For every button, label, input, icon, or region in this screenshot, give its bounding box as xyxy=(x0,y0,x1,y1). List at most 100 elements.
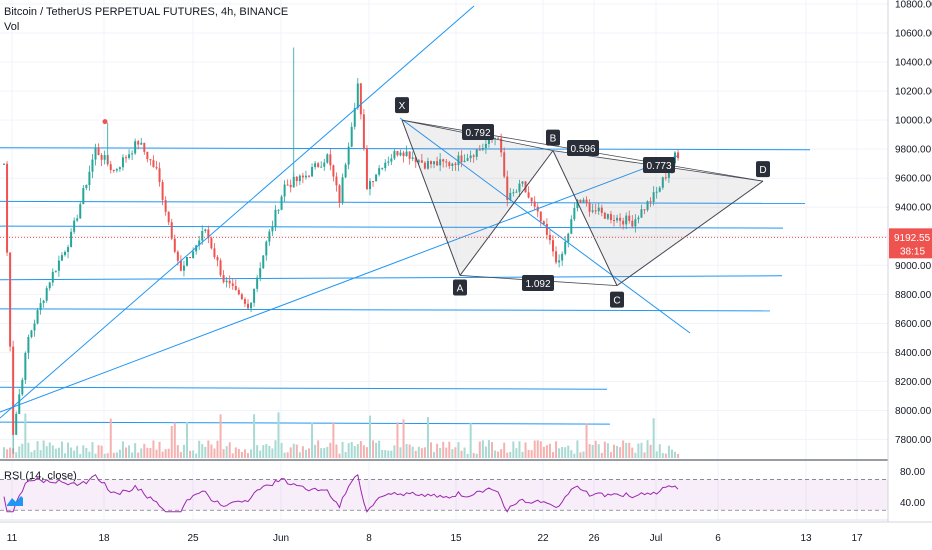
candle xyxy=(628,215,631,221)
trendline xyxy=(399,117,691,334)
candle xyxy=(359,83,362,115)
volume-bars xyxy=(3,412,680,458)
candle xyxy=(73,220,76,232)
pattern-point-x: X xyxy=(395,97,409,114)
candle xyxy=(247,303,249,309)
candle xyxy=(506,176,509,200)
volume-bar xyxy=(625,442,628,458)
candle xyxy=(140,142,143,145)
volume-bar xyxy=(335,444,338,458)
candle xyxy=(18,394,21,414)
candle xyxy=(487,137,490,144)
volume-bar xyxy=(143,443,146,458)
candle xyxy=(228,280,231,284)
candle xyxy=(442,159,445,162)
candle xyxy=(36,310,39,324)
volume-bar xyxy=(613,444,615,458)
rsi-band xyxy=(0,479,888,511)
candle xyxy=(545,224,548,235)
pattern-ratio-label: 0.596 xyxy=(567,140,599,156)
candle xyxy=(280,196,283,210)
pattern-fill-bcd xyxy=(553,150,763,286)
candle xyxy=(390,158,393,162)
candle xyxy=(173,238,176,252)
volume-bar xyxy=(600,452,603,458)
candle xyxy=(204,229,207,232)
volume-bar xyxy=(298,452,301,458)
volume-bar xyxy=(451,449,454,458)
candle xyxy=(561,253,564,261)
volume-bar xyxy=(521,451,524,458)
symbol-title[interactable]: Bitcoin / TetherUS PERPETUAL FUTURES, 4h… xyxy=(4,6,289,18)
candle xyxy=(661,177,664,188)
volume-bar xyxy=(362,445,365,458)
price-tick-label: 9600.00 xyxy=(895,174,932,185)
candle xyxy=(411,157,414,159)
volume-bar xyxy=(515,448,518,458)
candle xyxy=(530,197,533,202)
candle xyxy=(414,157,417,163)
candle xyxy=(125,157,127,159)
candle xyxy=(375,174,378,182)
candle xyxy=(387,161,390,163)
candle xyxy=(268,231,271,242)
horizontal-level xyxy=(0,421,611,425)
candle xyxy=(231,283,234,286)
candle xyxy=(384,162,387,169)
label-bg xyxy=(546,129,560,146)
volume-bar xyxy=(33,450,36,458)
volume-bar xyxy=(94,453,97,458)
volume-bar xyxy=(88,451,91,458)
candle xyxy=(655,191,658,193)
volume-bar xyxy=(170,425,173,458)
candle xyxy=(27,336,30,353)
candle xyxy=(182,265,185,271)
candle xyxy=(213,248,216,258)
label-text: D xyxy=(759,165,766,176)
volume-bar xyxy=(628,442,631,458)
pattern-leg xyxy=(616,180,764,287)
tradingview-logo-icon xyxy=(7,496,23,506)
candle xyxy=(664,177,667,179)
time-tick-label: 22 xyxy=(537,533,549,544)
candle xyxy=(170,222,173,239)
volume-bar xyxy=(548,443,551,458)
label-text: 0.792 xyxy=(465,128,490,139)
label-bg xyxy=(756,161,770,178)
candle xyxy=(54,270,57,272)
candle xyxy=(91,159,94,172)
candle xyxy=(481,147,484,150)
label-bg xyxy=(453,279,467,296)
candle xyxy=(225,280,228,283)
volume-label[interactable]: Vol xyxy=(4,21,20,33)
volume-bar xyxy=(39,450,42,458)
volume-bar xyxy=(161,451,164,458)
volume-bar xyxy=(286,452,289,458)
candle xyxy=(57,260,60,271)
volume-bar xyxy=(558,448,561,458)
price-tick-label: 10400.00 xyxy=(895,58,932,69)
candle xyxy=(582,199,585,203)
volume-bar xyxy=(603,441,606,458)
candle xyxy=(161,182,164,201)
volume-bar xyxy=(509,451,512,458)
candle xyxy=(259,268,262,278)
candle xyxy=(622,220,625,225)
volume-bar xyxy=(338,453,341,458)
pattern-leg xyxy=(552,150,618,286)
candle xyxy=(262,255,265,269)
candle xyxy=(198,240,201,246)
volume-bar xyxy=(433,452,436,458)
price-tag-countdown: 38:15 xyxy=(900,246,925,257)
volume-bar xyxy=(466,453,469,458)
rsi-label[interactable]: RSI (14, close) xyxy=(4,470,77,482)
candle xyxy=(338,185,341,203)
volume-bar xyxy=(73,450,76,458)
volume-bar xyxy=(497,451,500,458)
volume-bar xyxy=(128,445,131,458)
volume-bar xyxy=(552,452,554,458)
volume-bar xyxy=(268,445,271,458)
volume-bar xyxy=(503,442,506,458)
candle xyxy=(115,169,118,171)
